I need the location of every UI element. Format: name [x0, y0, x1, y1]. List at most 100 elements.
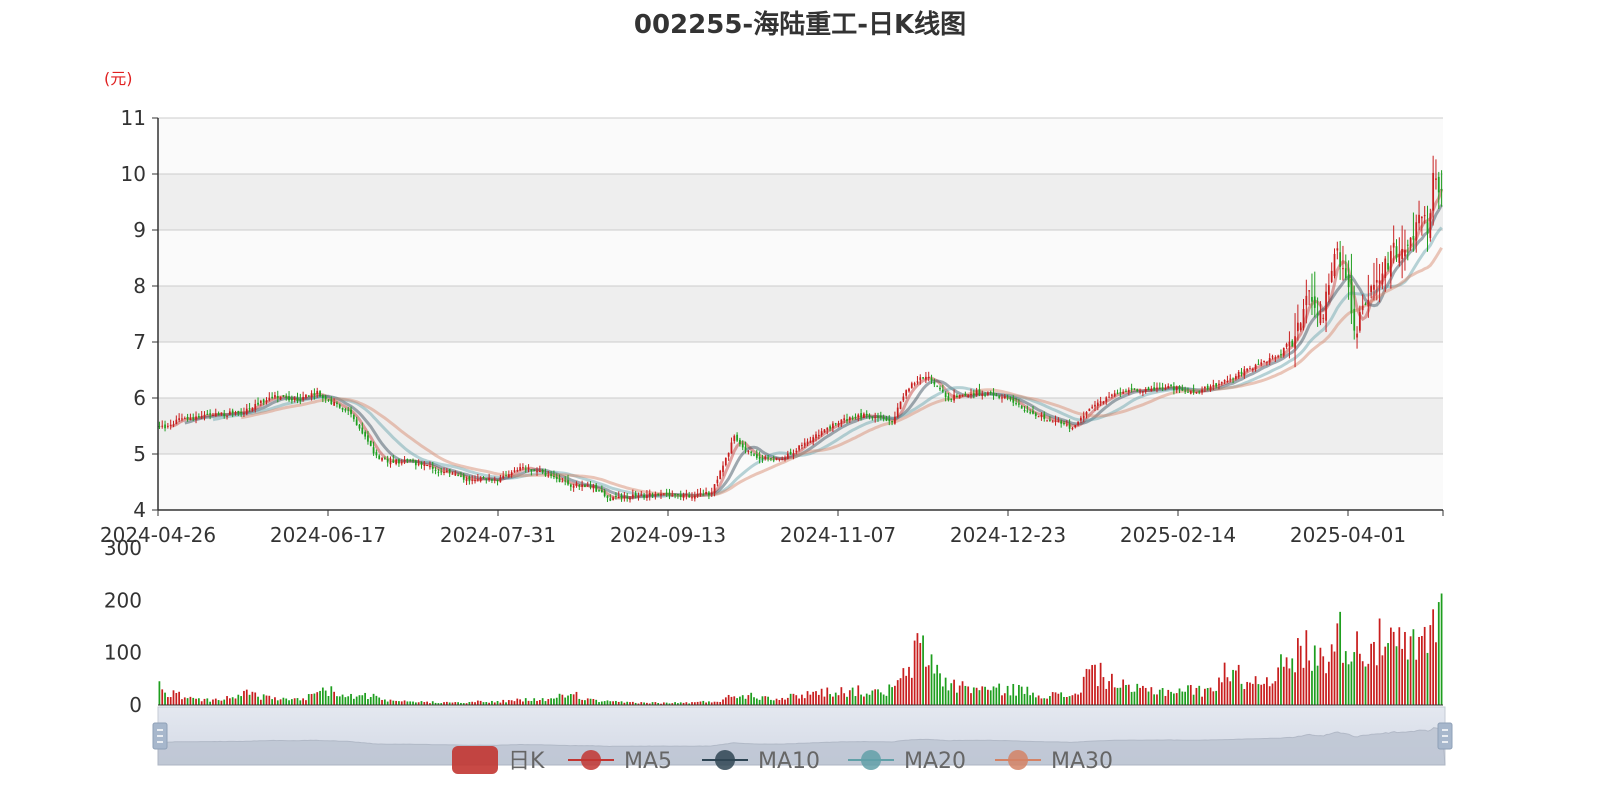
candle-body: [691, 497, 693, 499]
volume-bar: [1401, 648, 1404, 705]
candle-body: [1082, 416, 1085, 419]
volume-y-tick-label: 300: [104, 536, 142, 560]
candle-body: [902, 396, 905, 401]
candle-body: [195, 416, 197, 420]
price-y-tick-label: 6: [133, 386, 146, 410]
volume-bar: [1387, 643, 1389, 705]
candle-body: [1257, 363, 1260, 365]
volume-bar: [727, 694, 730, 705]
candle-body: [1440, 188, 1443, 191]
volume-bar: [1158, 689, 1161, 705]
volume-bar: [195, 698, 197, 705]
candle-body: [1305, 295, 1308, 306]
volume-bar: [741, 695, 744, 705]
candle-body: [719, 470, 722, 480]
candle-body: [181, 418, 183, 420]
volume-bar: [865, 693, 868, 705]
candle-body: [445, 470, 448, 472]
volume-bar: [646, 702, 648, 705]
candle-body: [809, 440, 812, 443]
volume-bar: [214, 698, 217, 705]
candle-body: [964, 393, 967, 396]
candle-body: [214, 413, 217, 417]
candle-body: [1325, 291, 1327, 321]
volume-bar: [321, 687, 324, 705]
volume-bar: [1012, 683, 1015, 705]
volume-bar: [558, 693, 561, 705]
legend-item-ma30[interactable]: MA30: [995, 749, 1113, 774]
volume-bar: [1280, 654, 1282, 705]
volume-bar: [586, 698, 589, 705]
volume-bar: [417, 702, 420, 705]
candle-body: [626, 497, 629, 499]
volume-series: [158, 593, 1443, 705]
candle-body: [806, 441, 809, 444]
candle-body: [1034, 413, 1037, 417]
volume-bar: [1291, 658, 1294, 705]
ma-line-ma10: [184, 204, 1443, 500]
volume-bar: [1294, 672, 1296, 705]
candle-body: [158, 426, 161, 428]
ma-line-ma30: [240, 246, 1443, 498]
data-zoom-slider[interactable]: [152, 706, 1453, 766]
legend-item-ma5[interactable]: MA5: [568, 749, 672, 774]
slider-handle-right[interactable]: [1437, 722, 1453, 750]
legend-item-ma20[interactable]: MA20: [848, 749, 966, 774]
candle-body: [321, 395, 324, 399]
volume-bar: [282, 697, 285, 705]
volume-bar: [600, 701, 603, 705]
volume-bar: [668, 703, 671, 705]
candle-body: [476, 479, 479, 481]
volume-bar: [1384, 646, 1387, 705]
volume-bar: [383, 699, 386, 705]
candle-body: [406, 459, 409, 461]
candlestick-series: [158, 155, 1443, 503]
volume-bar: [460, 702, 462, 705]
candle-body: [708, 492, 710, 496]
volume-bar: [733, 696, 736, 705]
volume-bar: [575, 691, 578, 705]
candle-body: [609, 498, 612, 501]
volume-bar: [834, 692, 837, 705]
candle-body: [462, 475, 465, 480]
candle-body: [736, 434, 738, 441]
volume-bar: [245, 689, 248, 705]
volume-bar: [860, 694, 862, 705]
candle-body: [820, 431, 823, 435]
volume-bar: [1130, 691, 1133, 705]
candle-body: [1147, 387, 1150, 391]
candle-body: [1009, 397, 1012, 400]
candle-body: [958, 394, 961, 398]
candle-body: [654, 494, 657, 497]
volume-bar: [1105, 688, 1108, 705]
candle-body: [933, 381, 936, 385]
volume-bar: [296, 698, 299, 705]
candle-body: [581, 484, 583, 487]
volume-bar: [612, 701, 614, 705]
candle-body: [223, 413, 226, 417]
volume-bar: [1344, 651, 1347, 705]
volume-bar: [626, 701, 629, 705]
volume-bar: [801, 694, 803, 705]
volume-bar: [1370, 643, 1373, 705]
candle-body: [646, 495, 648, 498]
candle-body: [1370, 286, 1373, 292]
candle-body: [200, 416, 203, 418]
candle-body: [468, 476, 471, 482]
volume-bar: [1404, 631, 1406, 705]
volume-bar: [753, 697, 755, 705]
candle-body: [930, 378, 933, 381]
volume-bar: [1122, 679, 1125, 705]
volume-bar: [316, 692, 319, 705]
candle-body: [389, 461, 392, 465]
price-y-ticks: 4 5 6 7 8 9 10 11: [121, 106, 158, 522]
volume-bar: [1057, 693, 1060, 705]
candle-body: [631, 494, 634, 498]
legend-item-日k[interactable]: 日K: [452, 746, 545, 774]
volume-bar: [1054, 692, 1057, 705]
legend-item-ma10[interactable]: MA10: [702, 749, 820, 774]
candle-body: [1243, 369, 1246, 376]
slider-handle-left[interactable]: [152, 722, 168, 750]
candle-body: [367, 435, 369, 442]
volume-bar: [1257, 684, 1260, 705]
